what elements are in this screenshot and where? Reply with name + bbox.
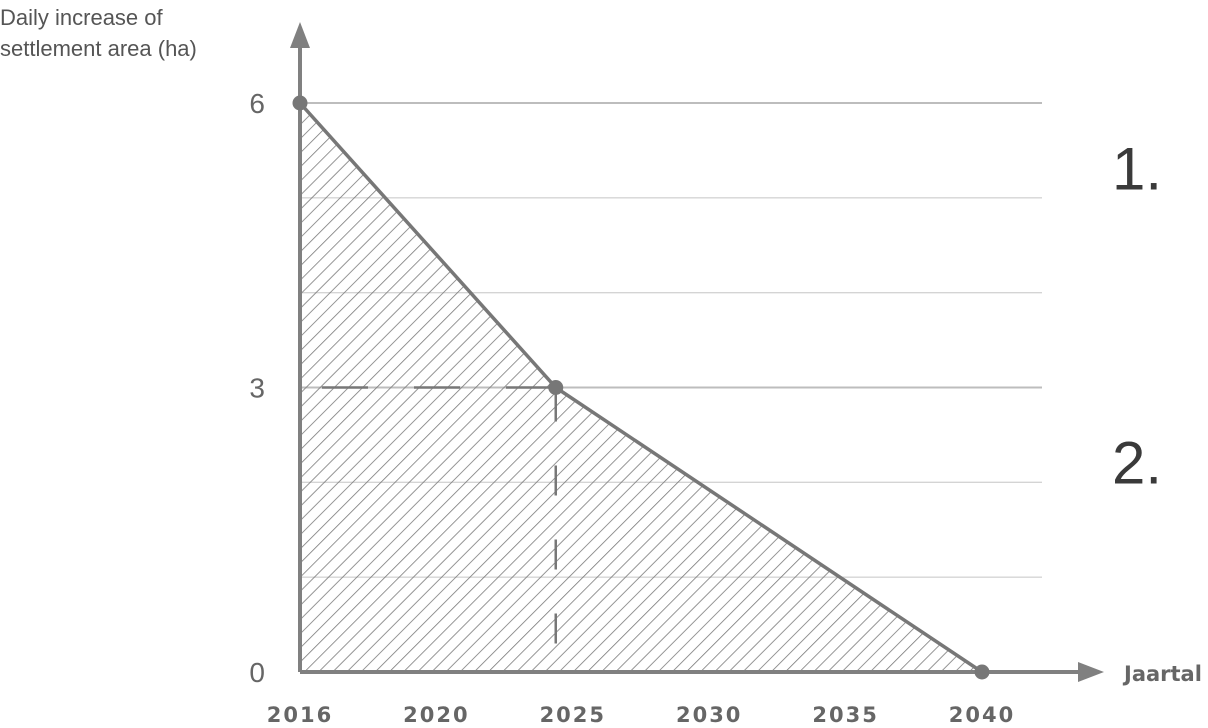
- x-tick-label-2020: 2020: [403, 703, 469, 727]
- hatched-area-fill: [300, 103, 982, 672]
- data-points: [292, 95, 990, 680]
- axes: [290, 22, 1104, 682]
- y-axis-label-line-1: Daily increase of: [0, 5, 164, 30]
- x-tick-label-2035: 2035: [812, 703, 878, 727]
- x-tick-label-2040: 2040: [949, 703, 1015, 727]
- annotations: 1. 2.: [1112, 135, 1162, 496]
- y-axis-arrow-icon: [290, 22, 310, 48]
- y-tick-label-3: 3: [249, 373, 265, 404]
- y-axis-label-line-2: settlement area (ha): [0, 36, 197, 61]
- x-axis-arrow-icon: [1078, 662, 1104, 682]
- reference-lines: [300, 386, 557, 672]
- y-tick-label-0: 0: [249, 657, 265, 688]
- y-tick-label-6: 6: [249, 88, 265, 119]
- data-point-2025: [548, 380, 564, 395]
- x-tick-labels: 2016 2020 2025 2030 2035 2040: [267, 703, 1015, 727]
- y-tick-labels: 0 3 6: [249, 88, 265, 688]
- annotation-2: 2.: [1112, 429, 1162, 496]
- data-point-2016: [292, 95, 308, 111]
- x-tick-label-2030: 2030: [676, 703, 742, 727]
- data-point-2040: [974, 664, 990, 680]
- x-tick-label-2025: 2025: [540, 703, 606, 727]
- x-axis-label: Jaartal: [1122, 662, 1202, 686]
- annotation-1: 1.: [1112, 135, 1162, 202]
- hatched-area: [300, 103, 982, 672]
- x-tick-label-2016: 2016: [267, 703, 333, 727]
